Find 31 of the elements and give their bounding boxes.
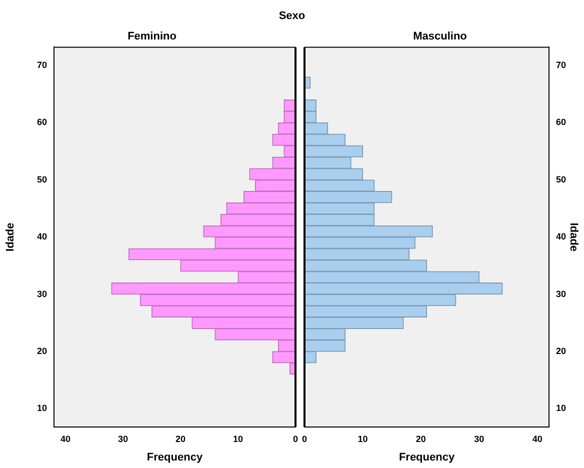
y-tick-label: 10 (556, 403, 566, 414)
text: Sexo (278, 10, 306, 22)
x-tick-label: 10 (232, 434, 244, 444)
chart-title: Feminino (128, 30, 177, 43)
x-tick-label: 20 (416, 434, 426, 444)
y-tick-label: 20 (556, 346, 566, 356)
x-tick-label: 0 (302, 434, 308, 444)
y-tick-label: 40 (556, 232, 566, 242)
y-tick-label: 10 (36, 403, 47, 414)
y-tick-label: 60 (556, 117, 566, 128)
y-tick-label: 30 (556, 288, 566, 299)
y-tick-label: 30 (36, 288, 47, 299)
y-tick-label: 50 (36, 174, 47, 184)
y-tick-label: 70 (36, 60, 47, 70)
chart-title: Masculino (413, 30, 468, 43)
y-tick-label: 20 (36, 346, 47, 356)
y-tick-label: 70 (556, 60, 566, 70)
x-axis-title: Frequency (398, 451, 456, 464)
x-tick-label: 10 (358, 434, 368, 444)
y-tick-label: 60 (36, 117, 47, 128)
x-axis-title: Frequency (146, 451, 204, 464)
x-tick-label: 0 (292, 434, 298, 444)
x-tick-label: 40 (60, 434, 71, 444)
x-tick-label: 40 (532, 434, 542, 444)
y-axis-title: Idade (4, 222, 17, 252)
y-tick-label: 40 (36, 232, 47, 242)
y-tick-label: 50 (556, 174, 566, 184)
x-tick-label: 30 (118, 434, 128, 444)
x-tick-label: 30 (474, 434, 484, 444)
y-axis-title: Idade (567, 222, 580, 252)
x-tick-label: 20 (175, 434, 186, 444)
